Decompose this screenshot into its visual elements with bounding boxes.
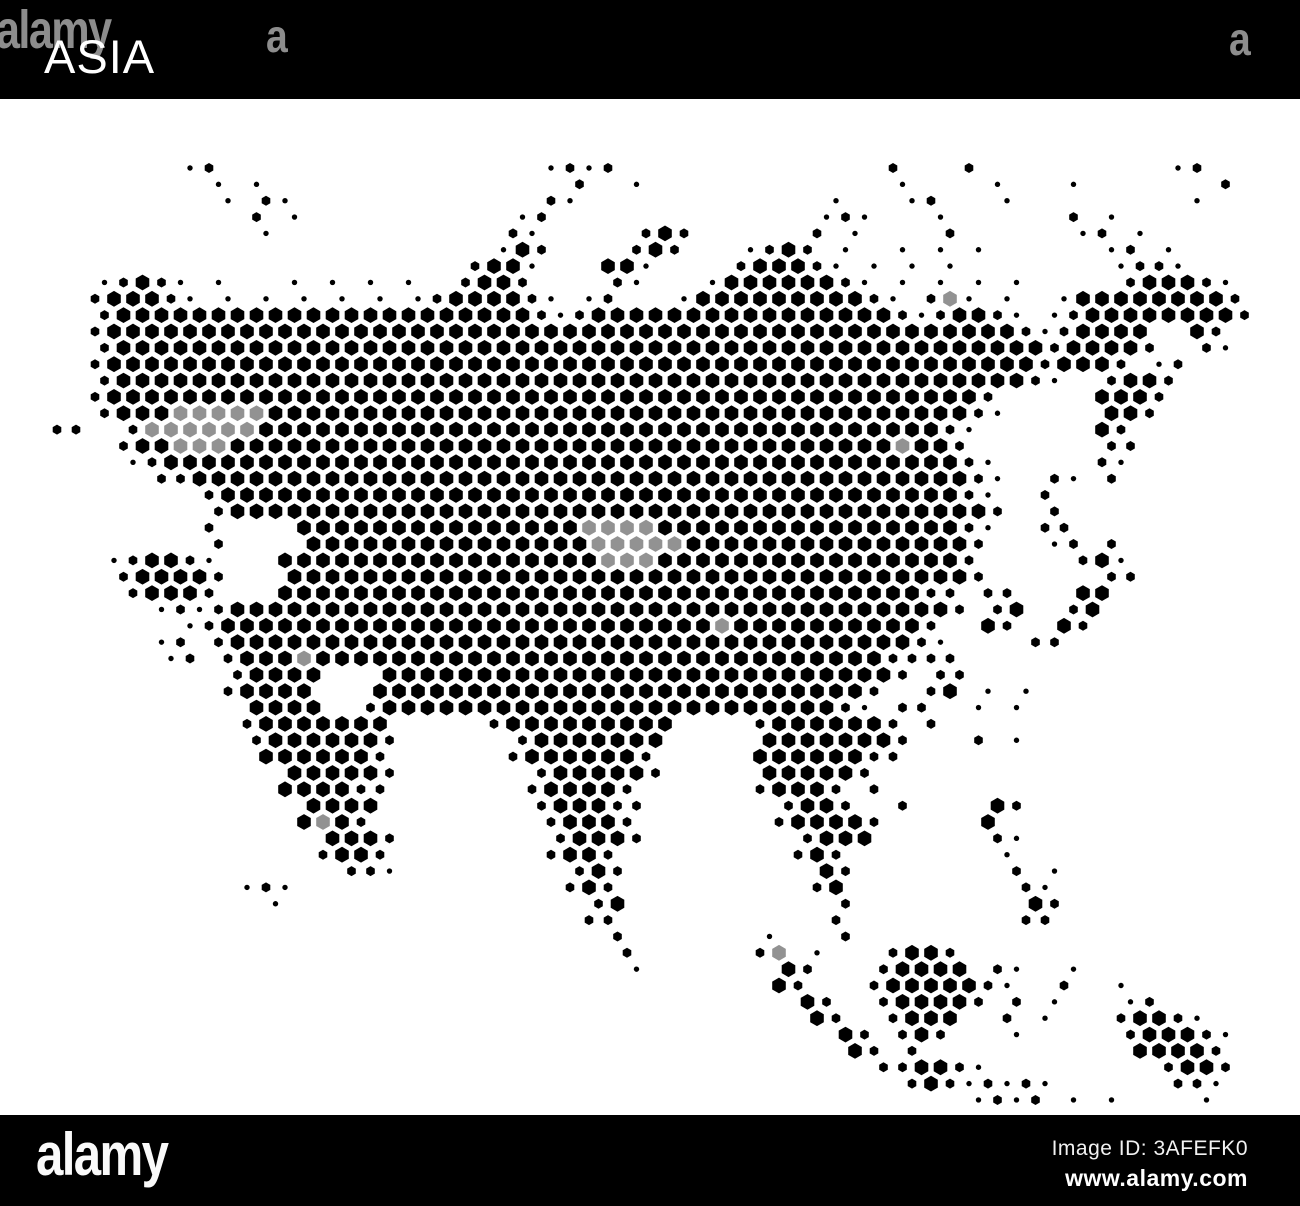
image-id-text: Image ID: 3AFEFK0 (1051, 1137, 1248, 1160)
header-bar (0, 0, 1300, 99)
alamy-logo: alamy (36, 1121, 169, 1188)
alamy-watermark-letter: a (266, 10, 288, 62)
footer-bar: alamy Image ID: 3AFEFK0 www.alamy.com (0, 1115, 1300, 1206)
alamy-watermark-letter: a (1229, 13, 1251, 65)
page-title: ASIA (44, 30, 156, 83)
alamy-url-text: www.alamy.com (1065, 1165, 1248, 1191)
alamy-watermark-corner: alamy (0, 0, 112, 60)
